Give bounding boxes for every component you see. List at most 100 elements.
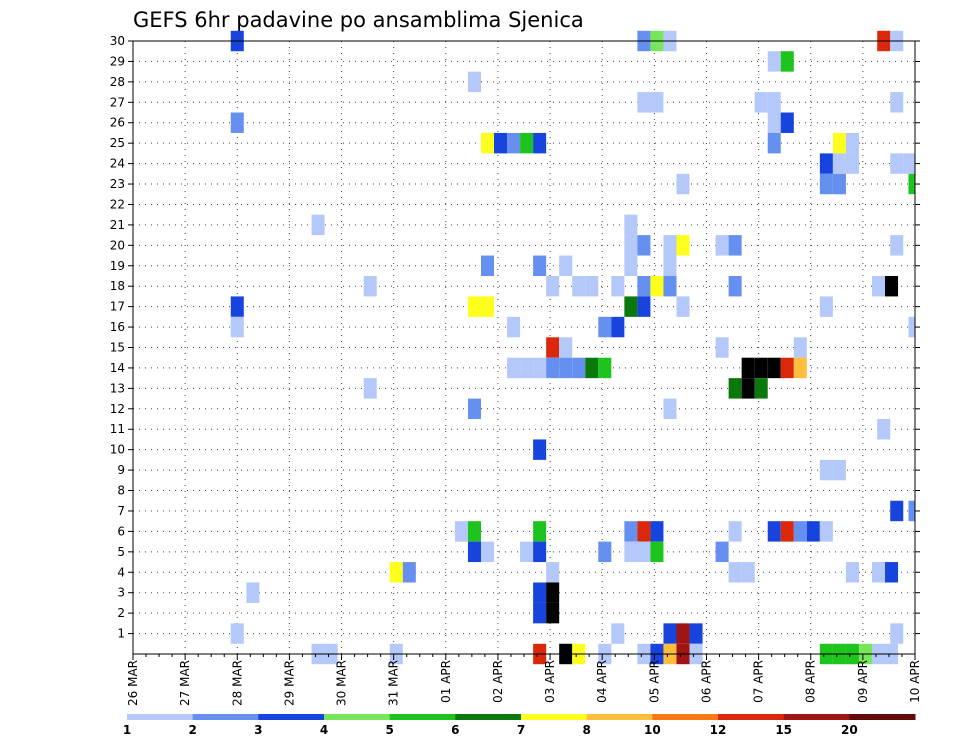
heatmap-cell bbox=[363, 378, 377, 399]
heatmap-cell bbox=[311, 214, 325, 236]
legend-color-swatch bbox=[718, 714, 785, 720]
heatmap-cell bbox=[832, 153, 846, 174]
heatmap-cell bbox=[230, 296, 244, 317]
heatmap-cell bbox=[728, 275, 742, 297]
heatmap-cell bbox=[845, 153, 859, 174]
heatmap-cell bbox=[845, 132, 859, 154]
y-tick-label: 7 bbox=[117, 504, 125, 518]
legend-label: 20 bbox=[841, 723, 858, 737]
x-tick-label: 09 APR bbox=[856, 660, 870, 703]
heatmap-cell bbox=[624, 521, 638, 542]
heatmap-cell bbox=[507, 357, 521, 379]
heatmap-cell bbox=[885, 275, 899, 297]
legend-color-swatch bbox=[849, 714, 916, 720]
heatmap-cell bbox=[715, 235, 729, 256]
heatmap-cell bbox=[890, 235, 904, 256]
heatmap-cells bbox=[230, 30, 915, 665]
x-tick-label: 26 MAR bbox=[126, 660, 140, 706]
heatmap-cell bbox=[230, 112, 244, 133]
x-tick-label: 07 APR bbox=[752, 660, 766, 703]
heatmap-cell bbox=[480, 132, 495, 154]
y-tick-label: 23 bbox=[110, 177, 125, 191]
heatmap-cell bbox=[676, 235, 690, 256]
heatmap-cell bbox=[767, 357, 781, 379]
heatmap-cell bbox=[467, 71, 481, 93]
legend-label: 15 bbox=[775, 723, 792, 737]
heatmap-cell bbox=[728, 562, 742, 583]
heatmap-cell bbox=[533, 582, 547, 603]
heatmap-cell bbox=[533, 255, 547, 276]
legend-label: 4 bbox=[320, 723, 328, 737]
y-tick-label: 8 bbox=[117, 484, 125, 498]
heatmap-cell bbox=[559, 357, 573, 379]
y-tick-label: 20 bbox=[110, 238, 125, 252]
heatmap-cell bbox=[246, 582, 260, 603]
heatmap-cell bbox=[637, 541, 651, 563]
heatmap-cell bbox=[728, 521, 742, 542]
heatmap-cell bbox=[754, 92, 768, 113]
x-tick-label: 30 MAR bbox=[335, 660, 349, 706]
heatmap-cell bbox=[793, 357, 807, 379]
heatmap-cell bbox=[741, 378, 755, 399]
heatmap-cell bbox=[676, 296, 690, 317]
y-tick-label: 25 bbox=[110, 136, 125, 150]
heatmap-cell bbox=[507, 132, 521, 154]
heatmap-cell bbox=[871, 275, 886, 297]
heatmap-cell bbox=[767, 132, 781, 154]
heatmap-cell bbox=[890, 92, 904, 113]
heatmap-cell bbox=[624, 235, 638, 256]
heatmap-cell bbox=[389, 562, 403, 583]
heatmap-cell bbox=[903, 153, 915, 174]
y-tick-label: 10 bbox=[110, 443, 125, 457]
y-tick-label: 19 bbox=[110, 259, 125, 273]
heatmap-cell bbox=[363, 275, 377, 297]
heatmap-cell bbox=[533, 541, 547, 563]
heatmap-cell bbox=[585, 357, 599, 379]
y-tick-label: 12 bbox=[110, 402, 125, 416]
heatmap-cell bbox=[520, 132, 534, 154]
heatmap-cell bbox=[467, 296, 481, 317]
heatmap-cell bbox=[650, 521, 664, 542]
legend-color-swatch bbox=[192, 714, 259, 720]
y-tick-label: 22 bbox=[110, 197, 125, 211]
heatmap-cell bbox=[624, 541, 638, 563]
heatmap-cell bbox=[637, 92, 651, 113]
heatmap-cell bbox=[402, 562, 416, 583]
heatmap-cell bbox=[480, 296, 495, 317]
y-tick-label: 21 bbox=[110, 218, 125, 232]
heatmap-cell bbox=[741, 562, 755, 583]
heatmap-cell bbox=[507, 316, 521, 338]
color-legend: 1 2 3 4 5 6 7 8 10 12 15 20 bbox=[123, 714, 916, 737]
y-tick-label: 4 bbox=[117, 565, 125, 579]
heatmap-cell bbox=[546, 275, 560, 297]
heatmap-cell bbox=[611, 275, 625, 297]
y-tick-label: 11 bbox=[110, 422, 125, 436]
y-tick-label: 14 bbox=[110, 361, 125, 375]
y-tick-label: 9 bbox=[117, 463, 125, 477]
legend-color-swatch bbox=[127, 714, 194, 720]
heatmap-cell bbox=[546, 582, 560, 603]
heatmap-cell bbox=[598, 357, 612, 379]
y-tick-label: 3 bbox=[117, 586, 125, 600]
heatmap-cell bbox=[780, 112, 794, 133]
heatmap-cell bbox=[832, 173, 846, 195]
heatmap-cell bbox=[467, 398, 481, 420]
x-tick-label: 08 APR bbox=[804, 660, 818, 703]
heatmap-cell bbox=[819, 153, 833, 174]
heatmap-cell bbox=[467, 521, 481, 542]
heatmap-cell bbox=[845, 562, 859, 583]
heatmap-cell bbox=[546, 337, 560, 358]
y-tick-label: 15 bbox=[110, 341, 125, 355]
heatmap-cell bbox=[663, 623, 677, 644]
heatmap-cell bbox=[908, 173, 915, 195]
y-axis-ticks: 1234567891011121314151617181920212223242… bbox=[110, 34, 920, 641]
heatmap-cell bbox=[780, 51, 794, 72]
heatmap-cell bbox=[637, 235, 651, 256]
y-tick-label: 18 bbox=[110, 279, 125, 293]
x-axis-ticks: 26 MAR 27 MAR 28 MAR 29 MAR 30 MAR 31 MAR 01 A… bbox=[126, 654, 922, 706]
heatmap-cell bbox=[598, 541, 612, 563]
y-tick-label: 2 bbox=[117, 606, 125, 620]
x-tick-label: 02 APR bbox=[491, 660, 505, 703]
x-tick-label: 31 MAR bbox=[387, 660, 401, 706]
